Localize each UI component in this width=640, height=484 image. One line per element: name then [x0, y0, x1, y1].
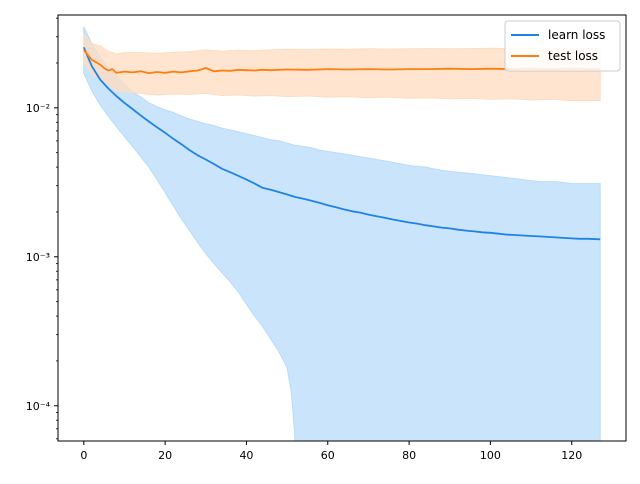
x-tick-label: 20	[158, 449, 172, 462]
test-loss-line	[83, 49, 601, 74]
x-tick-label: 40	[239, 449, 253, 462]
x-tick-label: 100	[480, 449, 501, 462]
confidence-bands	[83, 26, 601, 442]
y-axis-ticks: 10⁻⁴ 10⁻³ 10⁻²	[26, 17, 58, 440]
y-tick-label: 10⁻⁴	[26, 400, 51, 413]
x-tick-label: 120	[561, 449, 582, 462]
plot-frame	[57, 14, 627, 442]
legend-box	[504, 20, 621, 72]
x-axis-ticks: 0 20 40 60 80 100 120	[80, 441, 582, 462]
y-tick-label: 10⁻³	[26, 251, 50, 264]
learn-loss-line	[82, 46, 601, 241]
legend: learn loss test loss	[504, 20, 621, 72]
legend-label-learn-loss: learn loss	[548, 28, 605, 42]
x-tick-label: 80	[402, 449, 416, 462]
y-tick-label: 10⁻²	[26, 102, 50, 115]
x-tick-label: 0	[80, 449, 87, 462]
series-lines	[82, 46, 601, 241]
x-tick-label: 60	[321, 449, 335, 462]
learn-loss-band	[83, 26, 601, 442]
legend-label-test-loss: test loss	[548, 49, 598, 63]
test-loss-band	[83, 33, 601, 101]
